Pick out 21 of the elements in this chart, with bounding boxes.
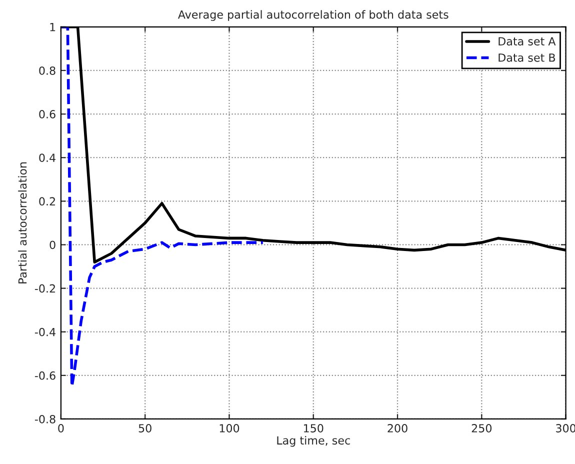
y-tick-label: 0 [50,240,56,250]
legend-label: Data set A [498,37,556,46]
y-tick-label: 0.4 [39,154,56,162]
chart-title: Average partial autocorrelation of both data sets [178,10,448,21]
x-tick-label: 150 [304,424,324,432]
x-tick-label: 50 [138,424,152,432]
x-tick-label: 250 [472,424,492,432]
legend-label: Data set B [498,54,556,62]
x-tick-label: 200 [388,424,408,432]
y-tick-label: -0.8 [34,414,56,424]
y-tick-label: 0.6 [39,110,56,118]
y-tick-label: 0.8 [39,66,56,75]
x-tick-label: 100 [220,424,240,432]
y-axis-title: Partial autocorrelation [18,162,27,284]
y-tick-label: -0.2 [34,284,55,293]
y-tick-label: 0.2 [39,197,55,206]
x-axis-title: Lag time, sec [277,436,350,447]
y-tick-label: 1 [50,23,56,32]
x-tick-label: 0 [58,424,64,432]
y-tick-label: -0.6 [34,371,56,380]
y-tick-label: -0.4 [34,328,56,336]
